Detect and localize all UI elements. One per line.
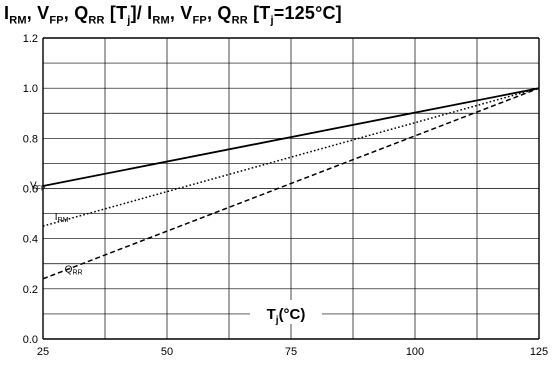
y-tick-label: 0.2 <box>23 284 38 296</box>
title-text: =125°C] <box>273 3 342 23</box>
y-tick-label: 0.6 <box>23 184 38 196</box>
title-subscript: FP <box>49 14 64 27</box>
grid <box>42 37 540 340</box>
x-axis-label-sub: j <box>275 315 279 326</box>
series-lines <box>42 87 540 280</box>
x-tick-label: 100 <box>406 346 424 358</box>
x-axis-label-background <box>250 300 322 324</box>
x-tick-label: 75 <box>285 346 297 358</box>
series-line-qrr <box>42 87 540 280</box>
title-subscript: RR <box>88 14 105 27</box>
series-label-irm: IRM <box>55 212 69 224</box>
title-subscript: j <box>270 14 274 27</box>
chart-title: IRM, VFP, QRR [Tj]/ IRM, VFP, QRR [Tj=12… <box>4 3 342 27</box>
y-tick-label: 0.0 <box>23 334 38 346</box>
series-line-vfp <box>42 87 540 187</box>
series-label-main: V <box>30 180 37 191</box>
title-text: [T <box>104 3 128 23</box>
x-axis-label: Tj(°C) <box>267 306 306 326</box>
series-label-vfp: VFP <box>30 180 46 192</box>
title-text: , V <box>169 3 193 23</box>
title-text: , V <box>26 3 50 23</box>
x-tick-label: 50 <box>161 346 173 358</box>
y-tick-label: 1.0 <box>23 83 38 95</box>
y-tick-label: 0.8 <box>23 133 38 145</box>
tick-labels: 0.0 0.2 0.4 0.6 0.8 1.0 1.2 25 50 75 100 125 <box>23 33 548 358</box>
series-labels: VFP IRM QRR <box>30 180 83 276</box>
title-text: I <box>4 3 10 23</box>
x-tick-label: 25 <box>37 346 49 358</box>
series-label-main: Q <box>65 264 73 275</box>
y-tick-label: 1.2 <box>23 33 38 45</box>
title-text: , Q <box>206 3 232 23</box>
title-subscript: FP <box>192 14 207 27</box>
title-text: ]/ I <box>130 3 153 23</box>
title-subscript: RM <box>9 14 27 27</box>
series-label-qrr: QRR <box>65 264 83 276</box>
series-label-sub: RM <box>58 217 69 224</box>
title-text: [T <box>247 3 271 23</box>
title-subscript: j <box>127 14 131 27</box>
y-tick-label: 0.4 <box>23 234 38 246</box>
x-axis-label-group: Tj(°C) <box>250 300 322 326</box>
x-axis-label-rest: (°C) <box>279 306 306 323</box>
title-subscript: RR <box>231 14 248 27</box>
x-axis-label-main: T <box>267 306 276 323</box>
series-label-main: I <box>55 212 58 223</box>
title-text: , Q <box>63 3 89 23</box>
x-tick-label: 125 <box>530 346 548 358</box>
title-subscript: RM <box>152 14 170 27</box>
series-label-sub: FP <box>37 185 46 192</box>
series-label-sub: RR <box>72 269 82 276</box>
